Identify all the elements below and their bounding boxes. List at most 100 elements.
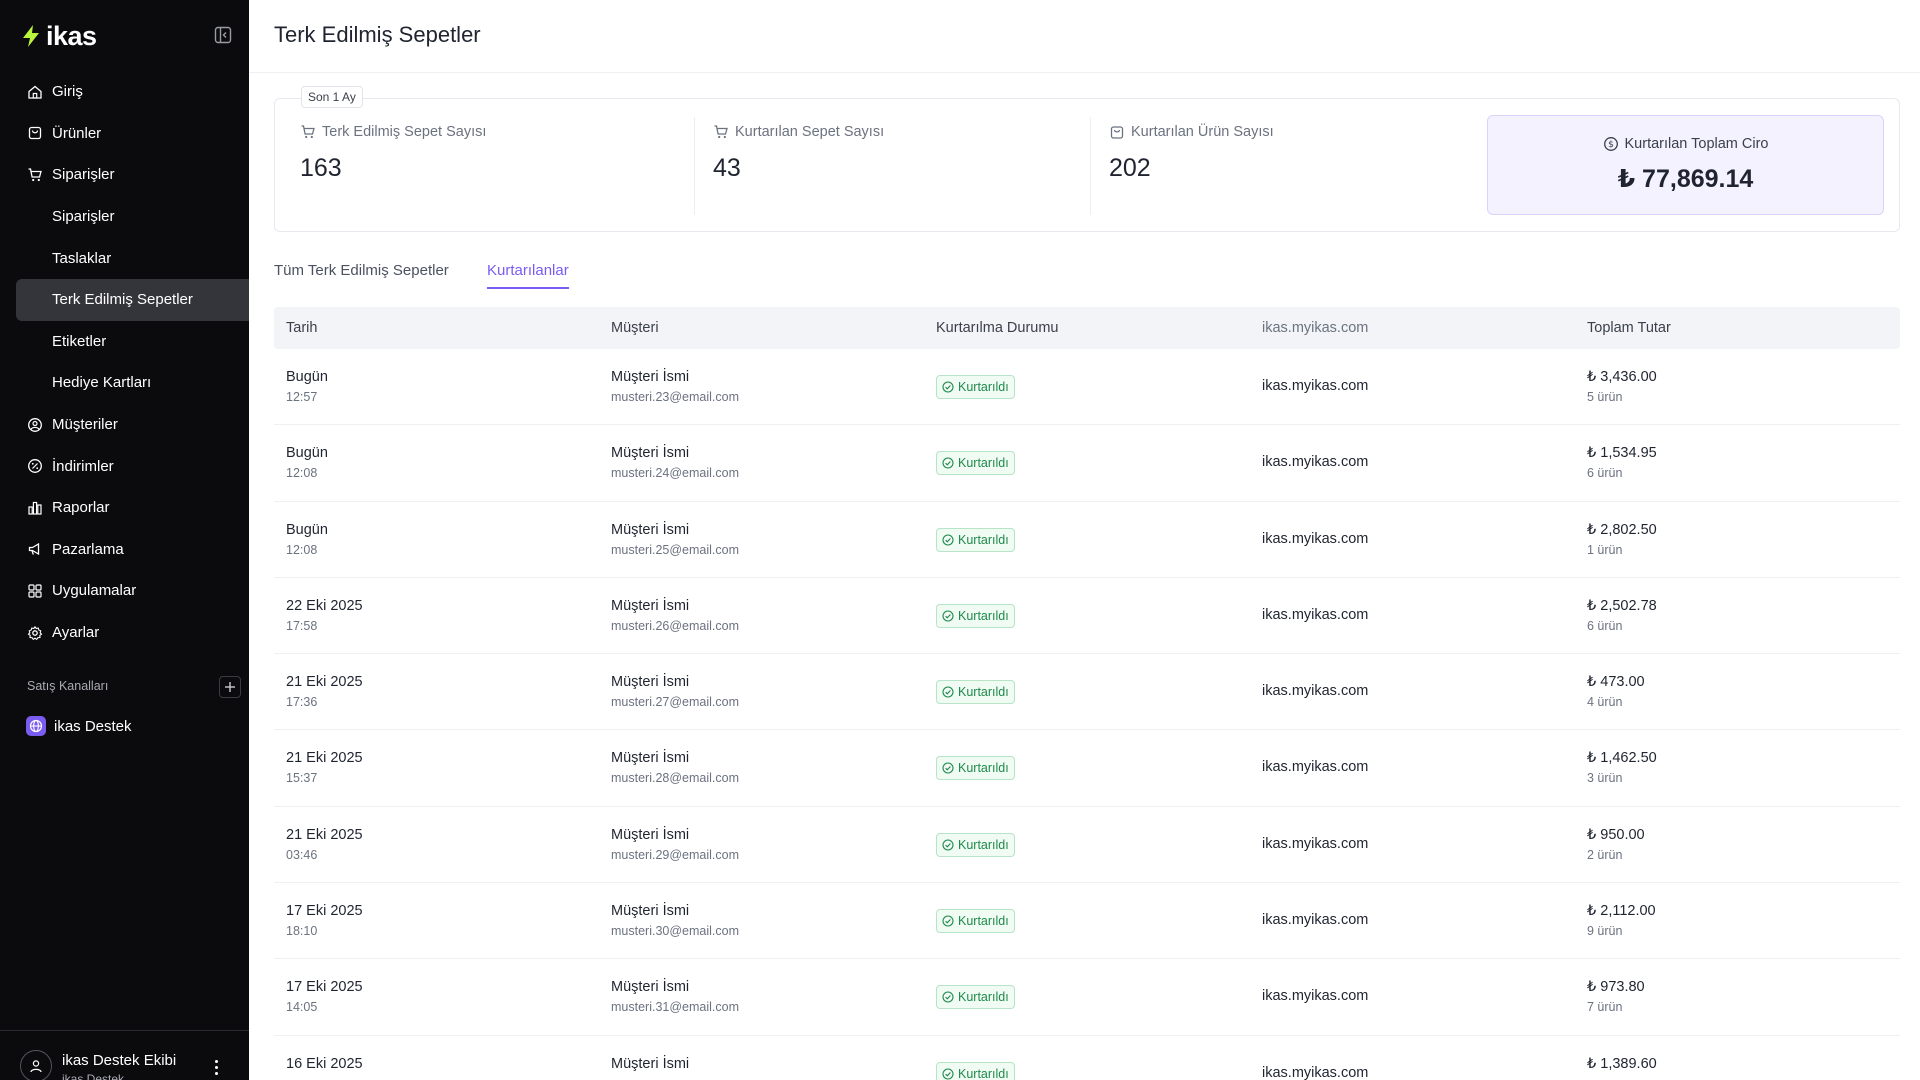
row-time: 14:05: [286, 1000, 318, 1015]
row-customer-name[interactable]: Müşteri İsmi: [611, 597, 690, 614]
sidebar-item-label: İndirimler: [52, 457, 114, 475]
divider: [249, 72, 1920, 73]
period-tag[interactable]: Son 1 Ay: [301, 86, 363, 108]
tab-all-abandoned-carts[interactable]: Tüm Terk Edilmiş Sepetler: [274, 262, 449, 279]
row-total: ₺ 1,534.95: [1587, 445, 1657, 462]
sidebar-item-label: Müşteriler: [52, 416, 118, 434]
sidebar-item-siparisler[interactable]: Siparişler: [16, 154, 249, 196]
sidebar-item-i-ndirimler[interactable]: İndirimler: [16, 445, 249, 487]
channel-label: ikas Destek: [54, 717, 132, 735]
table-row[interactable]: 17 Eki 2025 18:10 Müşteri İsmi musteri.30@e…: [274, 883, 1900, 960]
table-row[interactable]: 21 Eki 2025 17:36 Müşteri İsmi musteri.27@e…: [274, 654, 1900, 731]
user-bar[interactable]: ikas Destek Ekibi ikas Destek: [0, 1030, 249, 1080]
row-customer-email: musteri.27@email.com: [611, 695, 740, 710]
avatar: [20, 1050, 52, 1080]
sidebar-item-pazarlama[interactable]: Pazarlama: [16, 529, 249, 571]
row-total: ₺ 973.80: [1587, 979, 1645, 996]
row-channel: ikas.myikas.com: [1262, 835, 1369, 852]
row-date: 17 Eki 2025: [286, 979, 363, 996]
table-row[interactable]: Bugün 12:57 Müşteri İsmi musteri.23@email.c…: [274, 349, 1900, 426]
box-icon: [27, 125, 43, 141]
channel-item-ikas-destek[interactable]: ikas Destek: [26, 716, 132, 736]
row-customer-name[interactable]: Müşteri İsmi: [611, 750, 690, 767]
column-header-channel[interactable]: ikas.myikas.com: [1262, 320, 1369, 336]
sidebar-item-label: Terk Edilmiş Sepetler: [52, 291, 193, 309]
stat-value: ₺ 77,869.14: [1617, 165, 1754, 193]
table-row[interactable]: 17 Eki 2025 14:05 Müşteri İsmi musteri.31@e…: [274, 959, 1900, 1036]
main-content: Terk Edilmiş Sepetler Son 1 Ay Terk Edil…: [249, 0, 1920, 1080]
status-badge-label: Kurtarıldı: [958, 456, 1009, 471]
row-customer-name[interactable]: Müşteri İsmi: [611, 903, 690, 920]
status-badge-label: Kurtarıldı: [958, 685, 1009, 700]
row-customer-name[interactable]: Müşteri İsmi: [611, 1055, 690, 1072]
chart-icon: [27, 500, 43, 516]
sidebar-item-musteriler[interactable]: Müşteriler: [16, 404, 249, 446]
check-circle-icon: [942, 839, 954, 851]
status-badge-label: Kurtarıldı: [958, 1066, 1009, 1080]
status-badge: Kurtarıldı: [936, 451, 1015, 476]
row-item-count: 6 ürün: [1587, 466, 1623, 481]
bolt-icon: [23, 25, 39, 47]
sidebar-nav: Giriş Ürünler Siparişler Siparişler Taslakla…: [16, 71, 249, 653]
row-customer-name[interactable]: Müşteri İsmi: [611, 674, 690, 691]
sidebar-item-label: Siparişler: [52, 208, 115, 226]
column-header-total[interactable]: Toplam Tutar: [1587, 320, 1671, 336]
table-row[interactable]: Bugün 12:08 Müşteri İsmi musteri.24@email.c…: [274, 425, 1900, 502]
row-channel: ikas.myikas.com: [1262, 454, 1369, 471]
sidebar-collapse-button[interactable]: [214, 26, 232, 44]
add-channel-button[interactable]: [219, 676, 241, 698]
tab-recovered[interactable]: Kurtarılanlar: [487, 262, 569, 289]
row-time: 12:08: [286, 542, 318, 557]
row-customer-name[interactable]: Müşteri İsmi: [611, 521, 690, 538]
row-customer-name[interactable]: Müşteri İsmi: [611, 445, 690, 462]
table-row[interactable]: 21 Eki 2025 03:46 Müşteri İsmi musteri.29@e…: [274, 807, 1900, 884]
logo[interactable]: ikas: [22, 22, 97, 50]
column-header-date[interactable]: Tarih: [286, 320, 318, 336]
row-date: Bugün: [286, 369, 328, 385]
sidebar-item-label: Pazarlama: [52, 540, 124, 558]
check-circle-icon: [942, 457, 954, 469]
stat-label: Kurtarılan Toplam Ciro: [1624, 136, 1769, 152]
table-row[interactable]: Bugün 12:08 Müşteri İsmi musteri.25@email.c…: [274, 502, 1900, 578]
sidebar-item-hediye-kartlari-sub[interactable]: Hediye Kartları: [16, 362, 249, 404]
sidebar-item-etiketler-sub[interactable]: Etiketler: [16, 321, 249, 363]
table-row[interactable]: 22 Eki 2025 17:58 Müşteri İsmi musteri.26@e…: [274, 578, 1900, 655]
sidebar-item-uygulamalar[interactable]: Uygulamalar: [16, 570, 249, 612]
sidebar-item-ayarlar[interactable]: Ayarlar: [16, 612, 249, 654]
row-date: 21 Eki 2025: [286, 826, 363, 843]
sidebar-item-taslaklar-sub[interactable]: Taslaklar: [16, 237, 249, 279]
row-time: 18:10: [286, 924, 318, 939]
sidebar-item-siparisler-sub[interactable]: Siparişler: [16, 196, 249, 238]
row-total: ₺ 1,389.60: [1587, 1055, 1657, 1072]
row-total: ₺ 2,112.00: [1587, 903, 1656, 920]
user-menu-button[interactable]: [210, 1057, 222, 1077]
row-channel: ikas.myikas.com: [1262, 683, 1369, 700]
column-header-status[interactable]: Kurtarılma Durumu: [936, 320, 1059, 336]
row-time: 12:57: [286, 390, 318, 404]
sidebar-item-giris[interactable]: Giriş: [16, 71, 249, 113]
table-body: Bugün 12:57 Müşteri İsmi musteri.23@email.c…: [274, 349, 1900, 1080]
row-customer-name[interactable]: Müşteri İsmi: [611, 979, 690, 996]
table-row[interactable]: 16 Eki 2025 Müşteri İsmi Kurtarıldı ikas.my…: [274, 1036, 1900, 1080]
status-badge-label: Kurtarıldı: [958, 380, 1009, 394]
stat-value: 202: [1109, 154, 1151, 182]
user-circle-icon: [27, 417, 43, 433]
globe-icon: [26, 716, 46, 736]
status-badge: Kurtarıldı: [936, 985, 1015, 1010]
sidebar-item-raporlar[interactable]: Raporlar: [16, 487, 249, 529]
row-total: ₺ 950.00: [1587, 826, 1645, 843]
row-total: ₺ 2,502.78: [1587, 597, 1657, 614]
sidebar-item-label: Siparişler: [52, 166, 115, 184]
row-item-count: 6 ürün: [1587, 618, 1623, 633]
row-customer-name[interactable]: Müşteri İsmi: [611, 369, 690, 385]
stat-label: Terk Edilmiş Sepet Sayısı: [322, 124, 487, 140]
sidebar-item-terk-edilmis-sepetler-sub[interactable]: Terk Edilmiş Sepetler: [16, 278, 249, 321]
row-customer-name[interactable]: Müşteri İsmi: [611, 826, 690, 843]
table-row[interactable]: 21 Eki 2025 15:37 Müşteri İsmi musteri.28@e…: [274, 730, 1900, 807]
sidebar-item-urunler[interactable]: Ürünler: [16, 113, 249, 155]
column-header-customer[interactable]: Müşteri: [611, 320, 659, 336]
discount-icon: [27, 458, 43, 474]
plus-icon: [225, 682, 235, 692]
row-customer-email: musteri.24@email.com: [611, 466, 740, 481]
row-total: ₺ 3,436.00: [1587, 369, 1657, 385]
